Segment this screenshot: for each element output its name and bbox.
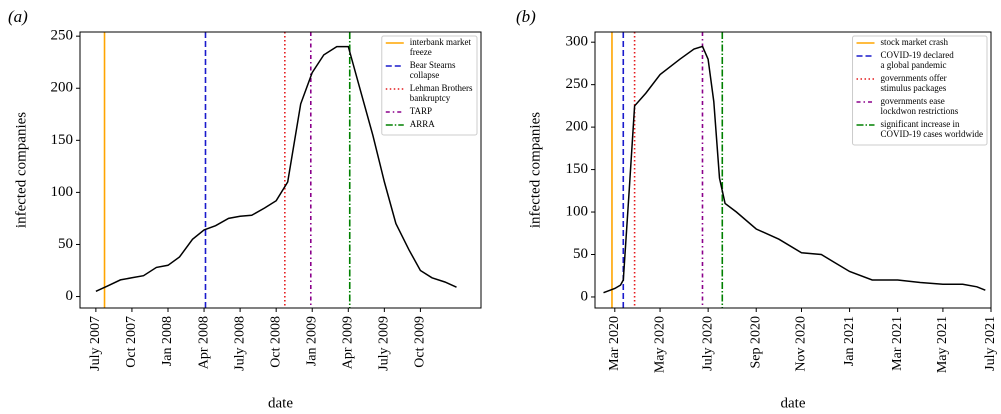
x-tick-label: Mar 2021 xyxy=(890,316,905,371)
y-tick-label: 250 xyxy=(566,76,589,92)
x-tick-label: Oct 2008 xyxy=(268,316,283,368)
x-tick-label: July 2020 xyxy=(700,316,715,371)
plot-frame xyxy=(594,31,992,309)
legend-label: stock market crash xyxy=(881,37,949,47)
x-axis-label: date xyxy=(268,395,293,411)
y-tick-label: 0 xyxy=(66,288,74,304)
legend-label: COVID-19 declared a global pandemic xyxy=(881,50,955,70)
x-tick-label: Apr 2008 xyxy=(196,316,211,369)
x-tick-label: July 2007 xyxy=(88,316,103,371)
legend-label: interbank market freeze xyxy=(410,37,472,57)
x-tick-label: July 2008 xyxy=(232,316,247,371)
x-tick-label: July 2021 xyxy=(983,316,998,371)
legend-label: Bear Stearns collapse xyxy=(410,60,456,80)
x-tick-label: Jan 2021 xyxy=(842,316,857,366)
x-tick-label: Apr 2009 xyxy=(341,316,356,369)
x-tick-label: July 2009 xyxy=(377,316,392,371)
data-line xyxy=(95,45,457,292)
x-tick-label: Jan 2008 xyxy=(160,316,175,366)
y-axis-label: infected companies xyxy=(527,112,543,228)
y-tick-label: 150 xyxy=(566,161,589,177)
y-tick-label: 100 xyxy=(51,184,74,200)
data-line xyxy=(603,45,986,294)
x-tick-label: Jan 2009 xyxy=(304,316,319,366)
x-tick-label: May 2020 xyxy=(652,316,667,373)
y-axis-label: infected companies xyxy=(13,112,29,228)
y-tick-label: 50 xyxy=(573,246,588,262)
y-tick-label: 150 xyxy=(51,132,74,148)
legend-box xyxy=(381,35,478,136)
legend-label: significant increase in COVID-19 cases wo… xyxy=(881,119,983,139)
panel-label: (a) xyxy=(8,7,28,26)
y-tick-label: 200 xyxy=(566,119,589,135)
x-tick-label: Oct 2009 xyxy=(413,316,428,368)
y-tick-label: 50 xyxy=(58,236,73,252)
x-axis-label: date xyxy=(781,395,806,411)
x-tick-label: Nov 2020 xyxy=(794,316,809,372)
y-tick-label: 300 xyxy=(566,34,589,50)
y-tick-label: 250 xyxy=(51,28,74,44)
x-tick-label: Sep 2020 xyxy=(748,316,763,369)
y-tick-label: 100 xyxy=(566,203,589,219)
legend-label: governments ease lockdwon restrictions xyxy=(881,96,959,116)
panel-label: (b) xyxy=(516,7,536,26)
x-tick-label: Oct 2007 xyxy=(124,316,139,368)
legend-label: TARP xyxy=(410,106,432,116)
legend-label: ARRA xyxy=(410,119,436,129)
x-tick-label: May 2021 xyxy=(935,316,950,373)
y-tick-label: 200 xyxy=(51,80,74,96)
x-tick-label: Mar 2020 xyxy=(607,316,622,371)
legend-label: Lehman Brothers bankruptcy xyxy=(410,83,473,103)
legend-label: governments offer stimulus packages xyxy=(881,73,947,93)
legend: stock market crash COVID-19 declared a glo… xyxy=(852,35,988,146)
y-tick-label: 0 xyxy=(581,288,589,304)
legend: interbank market freeze Bear Stearns collap… xyxy=(381,35,478,136)
legend-box xyxy=(852,35,988,146)
plot-frame xyxy=(79,31,482,309)
